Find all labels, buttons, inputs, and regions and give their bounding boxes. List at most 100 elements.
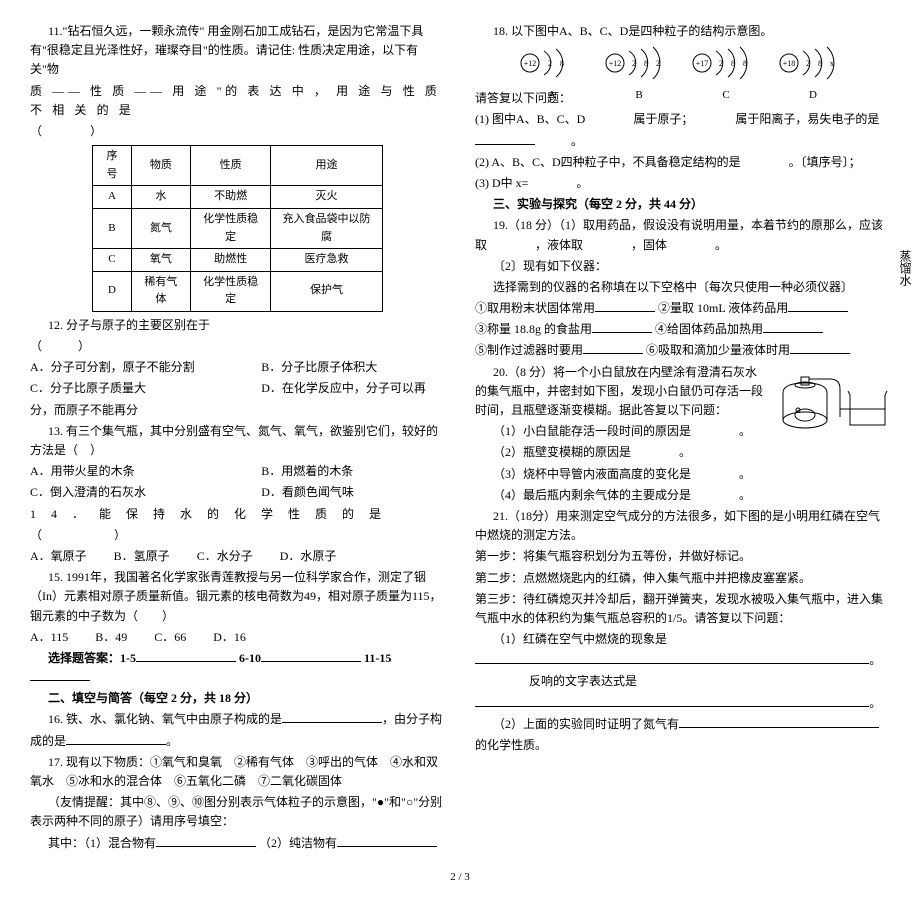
q13-b: B．用燃着的木条 bbox=[261, 464, 353, 478]
svg-text:2: 2 bbox=[632, 59, 636, 68]
atom-diagram-row: +12 2 8 A +12 2 8 2 bbox=[475, 43, 890, 83]
atom-b-label: B bbox=[599, 87, 679, 105]
q17-hint: （友情提醒：其中⑧、⑨、⑩图分别表示气体粒子的示意图，"●"和"○"分别表示两种… bbox=[30, 793, 445, 831]
ans-end: 11-15 bbox=[364, 651, 391, 665]
q14-d: D．水原子 bbox=[280, 547, 337, 566]
q11-th: 序号 bbox=[93, 146, 131, 186]
q18-blank[interactable] bbox=[475, 132, 535, 145]
q17-q1a: 其中：（1）混合物有 bbox=[48, 836, 156, 850]
q14-a: A．氧原子 bbox=[30, 547, 87, 566]
q15-c: C．66 bbox=[154, 628, 186, 647]
atom-a: +12 2 8 A bbox=[512, 43, 592, 83]
q19-l4a: ①取用粉末状固体常用 bbox=[475, 301, 595, 315]
q11-th: 用途 bbox=[271, 146, 383, 186]
q14-stem: 1 4 ． 能 保 持 水 的 化 学 性 质 的 是 bbox=[30, 505, 445, 524]
ans-label: 选择题答案：1-5 bbox=[48, 651, 136, 665]
q11-td: 化学性质稳定 bbox=[191, 271, 271, 311]
q11-text1: 11."钻石恒久远，一颗永流传" 用金刚石加工成钻石，是因为它常温下具有"很稳定… bbox=[30, 22, 445, 80]
section2-title: 二、填空与简答（每空 2 分，共 18 分） bbox=[30, 689, 445, 708]
page-footer: 2 / 3 bbox=[30, 869, 890, 887]
q12-c: C．分子比原子质量大 bbox=[30, 379, 258, 398]
q16-blank2[interactable] bbox=[66, 732, 166, 745]
q21-blank2[interactable] bbox=[475, 694, 869, 707]
q20-q2: （2）瓶壁变模糊的原因是 。 bbox=[475, 443, 890, 462]
q18-stem: 18. 以下图中A、B、C、D是四种粒子的结构示意图。 bbox=[475, 22, 890, 41]
q16-4: 。 bbox=[166, 734, 178, 748]
q11-th: 性质 bbox=[191, 146, 271, 186]
q19-b1[interactable] bbox=[595, 299, 655, 312]
svg-text:8: 8 bbox=[731, 59, 735, 68]
ans-mid: 6-10 bbox=[239, 651, 261, 665]
q19-b5[interactable] bbox=[583, 341, 643, 354]
q14-tail: （ ） bbox=[30, 526, 445, 545]
q11-td: 稀有气体 bbox=[131, 271, 190, 311]
svg-text:2: 2 bbox=[719, 59, 723, 68]
svg-text:2: 2 bbox=[656, 59, 660, 68]
q15-d: D．16 bbox=[213, 628, 246, 647]
svg-text:8: 8 bbox=[818, 59, 822, 68]
q16-3: 成的是 bbox=[30, 734, 66, 748]
q11-td: 灭火 bbox=[271, 186, 383, 209]
q11-td: 保护气 bbox=[271, 271, 383, 311]
q19-b3[interactable] bbox=[592, 320, 652, 333]
q21-q3a: （2）上面的实验同时证明了氮气有 bbox=[493, 717, 679, 731]
ans-blank-3[interactable] bbox=[30, 668, 90, 681]
atom-d-label: D bbox=[773, 87, 853, 105]
atom-c-label: C bbox=[686, 87, 766, 105]
q18-q1b: 。 bbox=[535, 134, 583, 148]
q19-b2[interactable] bbox=[788, 299, 848, 312]
q12-d1: D．在化学反应中，分子可以再 bbox=[261, 381, 426, 395]
q11-td: D bbox=[93, 271, 131, 311]
svg-text:+12: +12 bbox=[524, 59, 537, 68]
q14-b: B．氢原子 bbox=[114, 547, 170, 566]
q16-blank1[interactable] bbox=[282, 710, 382, 723]
q15-b: B．49 bbox=[95, 628, 127, 647]
q21-q2a: 反响的文字表达式是 bbox=[475, 672, 890, 691]
svg-text:8: 8 bbox=[644, 59, 648, 68]
svg-text:8: 8 bbox=[743, 59, 747, 68]
q11-td: 氮气 bbox=[131, 208, 190, 248]
q21-s3: 第三步：待红磷熄灭并冷却后，翻开弹簧夹，发现水被吸入集气瓶中，进入集气瓶中水的体… bbox=[475, 590, 890, 628]
q13-c: C．倒入澄清的石灰水 bbox=[30, 483, 258, 502]
q17-blank1[interactable] bbox=[156, 834, 256, 847]
q17-blank2[interactable] bbox=[337, 834, 437, 847]
svg-text:2: 2 bbox=[548, 59, 552, 68]
q19-l2: 〔2〕现有如下仪器： bbox=[475, 257, 890, 276]
svg-text:+12: +12 bbox=[609, 59, 622, 68]
q21-blank3[interactable] bbox=[679, 715, 879, 728]
q19-l5b: ④给固体药品加热用 bbox=[655, 322, 763, 336]
svg-text:2: 2 bbox=[806, 59, 810, 68]
q16-1: 16. 铁、水、氯化钠、氧气中由原子构成的是 bbox=[48, 712, 282, 726]
q18-q3: (3) D中 x= 。 bbox=[475, 174, 890, 193]
q14-c: C．水分子 bbox=[197, 547, 253, 566]
q21-q3b: 的化学性质。 bbox=[475, 736, 890, 755]
q16-2: ，由分子构 bbox=[382, 712, 442, 726]
svg-text:8: 8 bbox=[560, 59, 564, 68]
q11-th: 物质 bbox=[131, 146, 190, 186]
distilled-water-label: 蒸馏水 bbox=[895, 250, 914, 286]
q13-a: A．用带火星的木条 bbox=[30, 462, 258, 481]
q19-l4b: ②量取 10mL 液体药品用 bbox=[658, 301, 788, 315]
q19-stem: 19.（18 分）（1）取用药品，假设没有说明用量，本着节约的原那么，应该取 ，… bbox=[475, 216, 890, 254]
svg-text:x: x bbox=[830, 59, 834, 68]
q21-stem: 21.（18分）用来测定空气成分的方法很多，如下图的是小明用红磷在空气中燃烧的测… bbox=[475, 507, 890, 545]
atom-a-label: A bbox=[512, 87, 592, 105]
q19-b4[interactable] bbox=[763, 320, 823, 333]
svg-text:+18: +18 bbox=[783, 59, 796, 68]
q12-b: B．分子比原子体积大 bbox=[261, 360, 377, 374]
q20-q4: （4）最后瓶内剩余气体的主要成分是 。 bbox=[475, 486, 890, 505]
q19-b6[interactable] bbox=[790, 341, 850, 354]
atom-d: +18 2 8 x D bbox=[773, 43, 853, 83]
q12-tail: （ ） bbox=[30, 337, 445, 356]
q11-td: 不助燃 bbox=[191, 186, 271, 209]
q11-td: 充入食品袋中以防腐 bbox=[271, 208, 383, 248]
q17-line1: 17. 现有以下物质：①氧气和臭氧 ②稀有气体 ③呼出的气体 ④水和双氧水 ⑤冰… bbox=[30, 753, 445, 791]
q21-s2: 第二步：点燃燃烧匙内的红磷，伸入集气瓶中并把橡皮塞塞紧。 bbox=[475, 569, 890, 588]
q11-td: 水 bbox=[131, 186, 190, 209]
q11-td: 化学性质稳定 bbox=[191, 208, 271, 248]
q11-td: A bbox=[93, 186, 131, 209]
q20-q3: （3）烧杯中导管内液面高度的变化是 。 bbox=[475, 465, 890, 484]
q21-blank1[interactable] bbox=[475, 651, 869, 664]
q11-td: 氧气 bbox=[131, 249, 190, 272]
q18-q1: (1) 图中A、B、C、D 属于原子； 属于阳离子，易失电子的是 bbox=[475, 110, 890, 129]
